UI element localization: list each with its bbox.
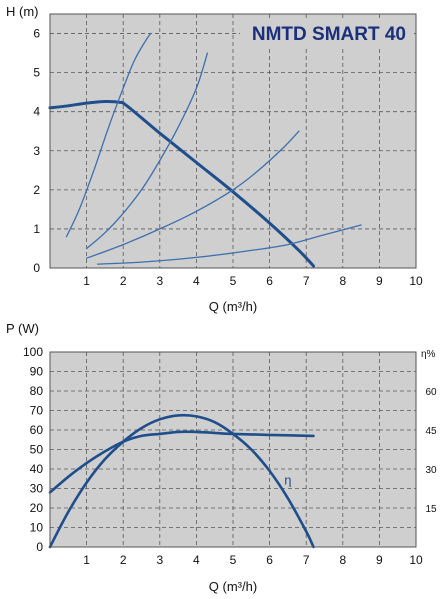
- y-tick-label: 100: [23, 345, 43, 359]
- y-tick-label: 0: [36, 540, 43, 554]
- x-tick-labels: 1 2 3 4 5 6 7 8 9 10: [83, 553, 423, 567]
- y-tick-label: 1: [33, 222, 40, 236]
- y-tick-labels: 0 1 2 3 4 5 6: [33, 27, 40, 275]
- y-tick-label: 4: [33, 105, 40, 119]
- y-axis-title: H (m): [6, 4, 39, 19]
- y-tick-label: 90: [30, 365, 44, 379]
- x-tick-label: 5: [230, 274, 237, 288]
- y-tick-label: 5: [33, 66, 40, 80]
- pump-curve: [48, 99, 315, 268]
- x-tick-label: 2: [120, 274, 127, 288]
- x-tick-labels: 1 2 3 4 5 6 7 8 9 10: [83, 274, 423, 288]
- y-tick-label: 0: [33, 261, 40, 275]
- x-tick-label: 1: [83, 274, 90, 288]
- y-tick-label: 20: [30, 501, 44, 515]
- title-backdrop: [240, 18, 412, 48]
- x-tick-label: 2: [120, 553, 127, 567]
- x-tick-label: 8: [339, 274, 346, 288]
- x-tick-label: 9: [376, 274, 383, 288]
- y-tick-label: 3: [33, 144, 40, 158]
- y-tick-labels: 0 10 20 30 40 50 60 70 80 90 100: [23, 345, 43, 554]
- x-tick-label: 10: [409, 274, 423, 288]
- x-tick-label: 9: [376, 553, 383, 567]
- y-axis-title: P (W): [6, 321, 39, 336]
- x-tick-label: 7: [303, 553, 310, 567]
- right-tick-label: 60: [425, 387, 437, 398]
- x-axis-title: Q (m³/h): [209, 299, 257, 314]
- x-tick-label: 4: [193, 553, 200, 567]
- plot-frame: [49, 13, 417, 269]
- y-tick-label: 40: [30, 462, 44, 476]
- curves: [48, 32, 362, 268]
- x-tick-label: 10: [409, 553, 423, 567]
- y-tick-label: 6: [33, 27, 40, 41]
- y-tick-label: 50: [30, 443, 44, 457]
- x-tick-label: 1: [83, 553, 90, 567]
- x-tick-label: 6: [266, 553, 273, 567]
- x-tick-label: 8: [339, 553, 346, 567]
- x-tick-label: 3: [156, 274, 163, 288]
- plot-frame: [49, 351, 417, 548]
- x-tick-label: 6: [266, 274, 273, 288]
- x-axis-title: Q (m³/h): [209, 579, 257, 594]
- y-tick-label: 30: [30, 482, 44, 496]
- y-tick-label: 60: [30, 423, 44, 437]
- efficiency-curve-label: η: [284, 473, 291, 488]
- right-axis-title: η%: [421, 349, 436, 360]
- x-tick-label: 3: [156, 553, 163, 567]
- system-curve: [96, 224, 362, 265]
- x-tick-label: 7: [303, 274, 310, 288]
- right-tick-labels: 15 30 45 60: [425, 387, 437, 515]
- right-tick-label: 15: [425, 504, 437, 515]
- y-tick-label: 10: [30, 521, 44, 535]
- right-tick-label: 45: [425, 426, 437, 437]
- system-curve: [65, 32, 152, 238]
- system-curve: [85, 52, 209, 250]
- x-tick-label: 4: [193, 274, 200, 288]
- right-tick-label: 30: [425, 465, 437, 476]
- head-flow-chart: 1 2 3 4 5 6 7 8 9 10 0 1 2 3 4 5 6 H (m) Q (m³/h) NMTD …: [6, 4, 423, 314]
- curves: [48, 413, 315, 549]
- y-tick-label: 80: [30, 384, 44, 398]
- system-curve: [85, 130, 300, 259]
- x-tick-label: 5: [230, 553, 237, 567]
- efficiency-curve: [48, 413, 315, 549]
- y-tick-label: 70: [30, 404, 44, 418]
- chart-title: NMTD SMART 40: [252, 24, 406, 45]
- y-tick-label: 2: [33, 183, 40, 197]
